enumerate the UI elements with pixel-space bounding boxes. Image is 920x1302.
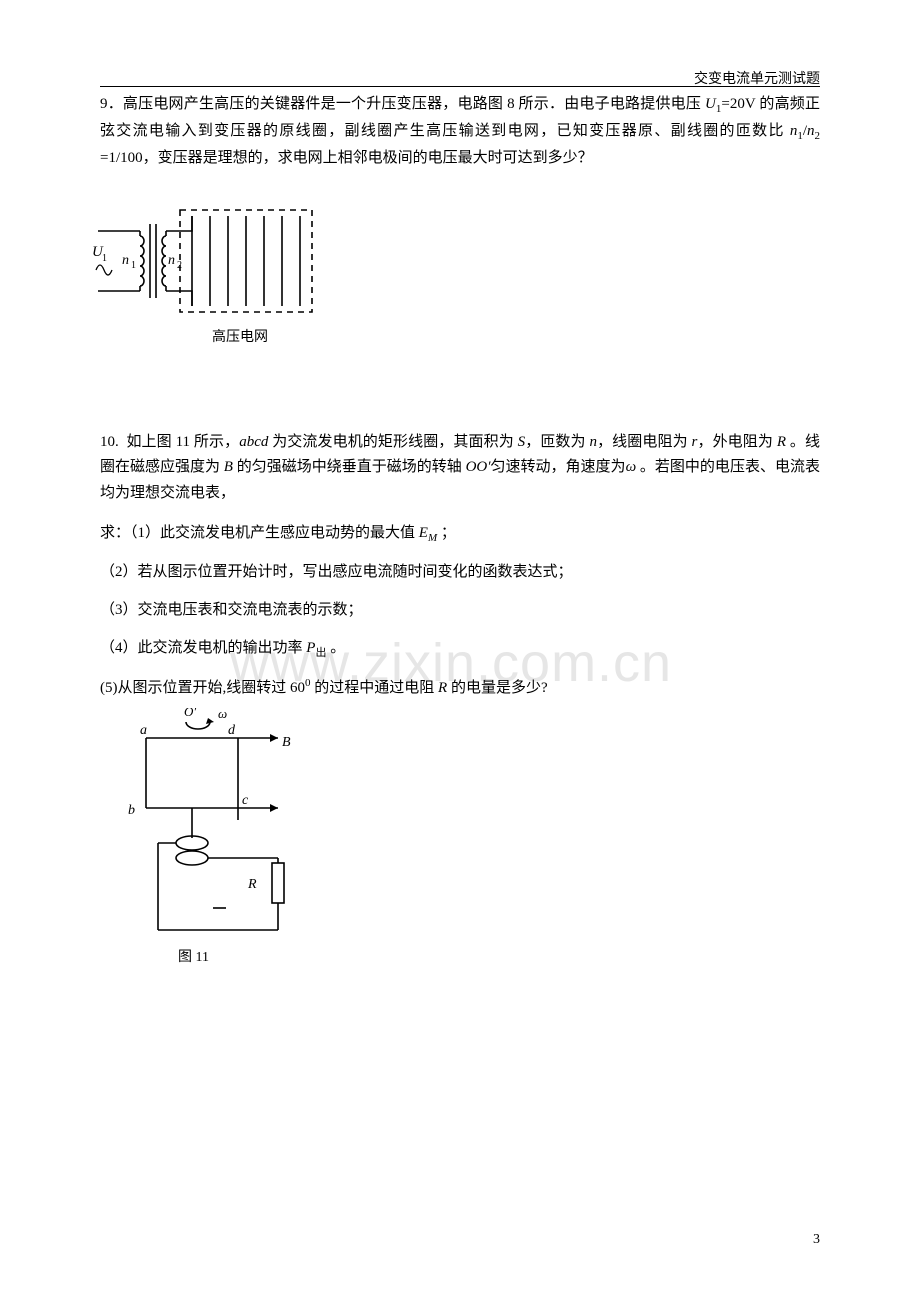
label-b: b [128,803,135,818]
label-oprime: O′ [184,708,196,719]
figure8-caption: 高压电网 [212,324,268,348]
label-omega: ω [218,708,227,721]
page-number: 3 [813,1232,820,1248]
q10-item-4: （4）此交流发电机的输出功率 P出 。 [100,636,820,663]
q10-block: 10. 如上图 11 所示，abcd 为交流发电机的矩形线圈，其面积为 S，匝数… [100,430,820,969]
svg-text:1: 1 [131,260,136,271]
header-title: 交变电流单元测试题 [694,68,820,88]
q10-item-2: （2）若从图示位置开始计时，写出感应电流随时间变化的函数表达式； [100,560,820,586]
q10-item-5: (5)从图示位置开始,线圈转过 600 的过程中通过电阻 R 的电量是多少? [100,674,820,702]
svg-text:2: 2 [177,260,182,271]
figure11-caption: 图 11 [178,946,209,970]
label-a: a [140,723,147,738]
label-n1: n [122,253,129,268]
q10-ask: 求：（1）此交流发电机产生感应电动势的最大值 EM ； [100,521,820,548]
label-c: c [242,793,249,808]
q10-item-3: （3）交流电压表和交流电流表的示数； [100,598,820,624]
q10-intro: 10. 如上图 11 所示，abcd 为交流发电机的矩形线圈，其面积为 S，匝数… [100,430,820,507]
header-divider [100,86,820,87]
generator-circuit-svg: O′ ω a d b c B R [128,708,328,953]
label-r: R [247,877,257,892]
transformer-circuit-svg: U 1 n 1 n 2 [92,196,322,331]
q10-list: （2）若从图示位置开始计时，写出感应电流随时间变化的函数表达式； （3）交流电压… [100,560,820,702]
label-n2: n [168,253,175,268]
page-content: 9．高压电网产生高压的关键器件是一个升压变压器，电路图 8 所示．由电子电路提供… [100,92,820,968]
figure-8: U 1 n 1 n 2 高压电网 [92,196,322,346]
label-u1-sub: 1 [102,253,107,264]
figure-11: O′ ω a d b c B R 图 11 [128,708,328,968]
label-bfield: B [282,735,291,750]
q9-text: 9．高压电网产生高压的关键器件是一个升压变压器，电路图 8 所示．由电子电路提供… [100,92,820,172]
label-d: d [228,723,236,738]
